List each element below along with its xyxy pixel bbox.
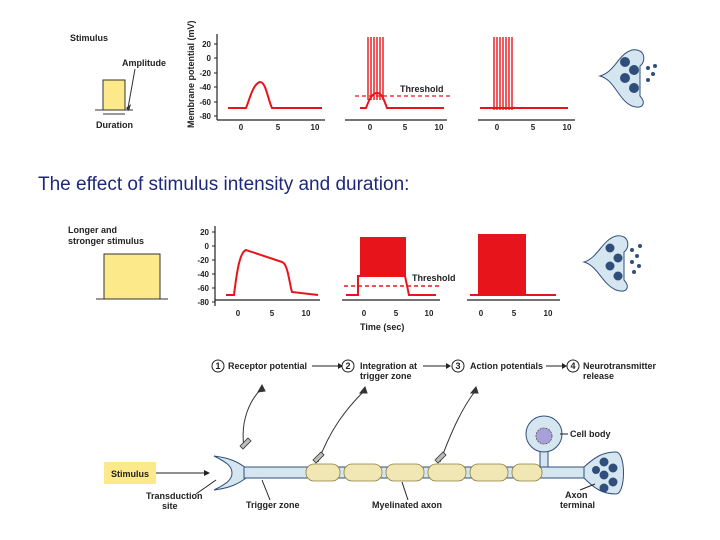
step-2-label-1: Integration at xyxy=(360,361,417,371)
x-tick-label: 5 xyxy=(403,123,408,132)
y-tick-label: -20 xyxy=(199,69,211,78)
step-4-label-2: release xyxy=(583,371,614,381)
middle-receptor-trace xyxy=(226,248,319,296)
middle-stimulus-pulse xyxy=(103,253,161,300)
myelin-sheaths xyxy=(305,463,543,482)
x-tick-label: 5 xyxy=(531,123,536,132)
y-tick-label: 0 xyxy=(205,242,210,251)
middle-graph-3-spike-train xyxy=(478,234,526,296)
myelinated-axon-label: Myelinated axon xyxy=(372,500,442,510)
x-tick-label: 5 xyxy=(270,309,275,318)
bottom-labels: Stimulus Transduction site Trigger zone … xyxy=(104,429,611,511)
x-tick-label: 5 xyxy=(512,309,517,318)
x-tick-label: 5 xyxy=(276,123,281,132)
step-2-label-2: trigger zone xyxy=(360,371,412,381)
stimulus-box-label: Stimulus xyxy=(111,469,149,479)
step-4-label-1: Neurotransmitter xyxy=(583,361,657,371)
middle-graph-3: 0 5 10 xyxy=(467,234,560,318)
x-tick-label: 5 xyxy=(394,309,399,318)
step-3-number: 3 xyxy=(455,361,460,371)
y-tick-label: -20 xyxy=(197,256,209,265)
step-3-label: Action potentials xyxy=(470,361,543,371)
amplitude-label: Amplitude xyxy=(122,58,166,68)
y-axis-label: Membrane potential (mV) xyxy=(186,20,196,128)
x-tick-label: 0 xyxy=(495,123,500,132)
y-tick-label: -80 xyxy=(197,298,209,307)
y-tick-label: 20 xyxy=(200,228,209,237)
y-tick-label: -60 xyxy=(197,284,209,293)
x-tick-label: 10 xyxy=(435,123,444,132)
stimulus-box xyxy=(104,462,156,484)
cell-body-stalk xyxy=(539,449,549,468)
top-synapse-icon xyxy=(598,49,657,108)
neuron xyxy=(213,415,624,495)
x-tick-label: 10 xyxy=(302,309,311,318)
x-tick-label: 10 xyxy=(544,309,553,318)
y-tick-label: -40 xyxy=(197,270,209,279)
transduction-label-1: Transduction xyxy=(146,491,203,501)
trigger-zone-label: Trigger zone xyxy=(246,500,300,510)
step-labels: 1 Receptor potential 2 Integration at tr… xyxy=(211,359,657,381)
top-stimulus-diagram: Stimulus Amplitude Duration xyxy=(70,33,166,130)
action-potential-spikes xyxy=(367,37,384,100)
subthreshold-trace xyxy=(360,91,444,109)
step-1-number: 1 xyxy=(215,361,220,371)
step-4-number: 4 xyxy=(570,361,575,371)
axon-terminal-label-2: terminal xyxy=(560,500,595,510)
recording-electrodes xyxy=(242,383,479,463)
middle-graph-1-y-ticks: 20 0 -20 -40 -60 -80 xyxy=(197,228,215,307)
x-tick-label: 0 xyxy=(239,123,244,132)
middle-stimulus-label-2: stronger stimulus xyxy=(68,236,144,246)
middle-stimulus-label-1: Longer and xyxy=(68,225,117,235)
transduction-ending xyxy=(213,455,247,491)
y-tick-label: -60 xyxy=(199,98,211,107)
middle-threshold-label: Threshold xyxy=(412,273,456,283)
middle-synapse-icon xyxy=(582,235,642,292)
top-graph-1: 20 0 -20 -40 -60 -80 0 5 10 xyxy=(199,34,325,132)
x-tick-label: 10 xyxy=(425,309,434,318)
step-2-circle xyxy=(341,359,355,373)
step-1-circle xyxy=(211,359,225,373)
top-graph-1-y-ticks: 20 0 -20 -40 -60 -80 xyxy=(199,40,217,121)
time-axis-label: Time (sec) xyxy=(360,322,404,332)
top-graph-2: 0 5 10 Threshold xyxy=(345,37,450,132)
y-tick-label: -40 xyxy=(199,83,211,92)
amplitude-arrow xyxy=(127,68,136,109)
step-2-number: 2 xyxy=(345,361,350,371)
axon-terminal-label-1: Axon xyxy=(565,490,588,500)
x-tick-label: 0 xyxy=(236,309,241,318)
middle-stimulus-diagram: Longer and stronger stimulus xyxy=(68,225,168,300)
middle-graph-2: 0 5 10 Threshold Time (sec) xyxy=(342,237,456,332)
step-4-circle xyxy=(566,359,580,373)
amplitude-arrowhead xyxy=(126,104,131,111)
electrode-tips xyxy=(239,437,447,464)
top-stimulus-pulse xyxy=(102,79,126,111)
step-3-circle xyxy=(451,359,465,373)
middle-graph-1: 20 0 -20 -40 -60 -80 0 5 10 xyxy=(197,226,320,318)
x-tick-label: 0 xyxy=(368,123,373,132)
y-tick-label: 20 xyxy=(202,40,211,49)
section-heading: The effect of stimulus intensity and dur… xyxy=(38,174,409,195)
y-tick-label: 0 xyxy=(207,54,212,63)
nucleus xyxy=(535,427,553,445)
x-tick-label: 0 xyxy=(479,309,484,318)
duration-label: Duration xyxy=(96,120,133,130)
transduction-label-2: site xyxy=(162,501,178,511)
x-tick-label: 0 xyxy=(362,309,367,318)
middle-spike-train xyxy=(360,237,406,277)
threshold-label: Threshold xyxy=(400,84,444,94)
top-graph-3-spikes xyxy=(493,37,513,110)
cell-body-label: Cell body xyxy=(570,429,611,439)
x-tick-label: 10 xyxy=(563,123,572,132)
top-graph-3: 0 5 10 xyxy=(478,37,575,132)
x-tick-label: 10 xyxy=(311,123,320,132)
y-tick-label: -80 xyxy=(199,112,211,121)
top-stimulus-label: Stimulus xyxy=(70,33,108,43)
step-1-label: Receptor potential xyxy=(228,361,307,371)
terminal-vesicles xyxy=(592,457,618,493)
stimulus-arrow xyxy=(204,470,210,476)
receptor-potential-trace xyxy=(228,80,322,109)
